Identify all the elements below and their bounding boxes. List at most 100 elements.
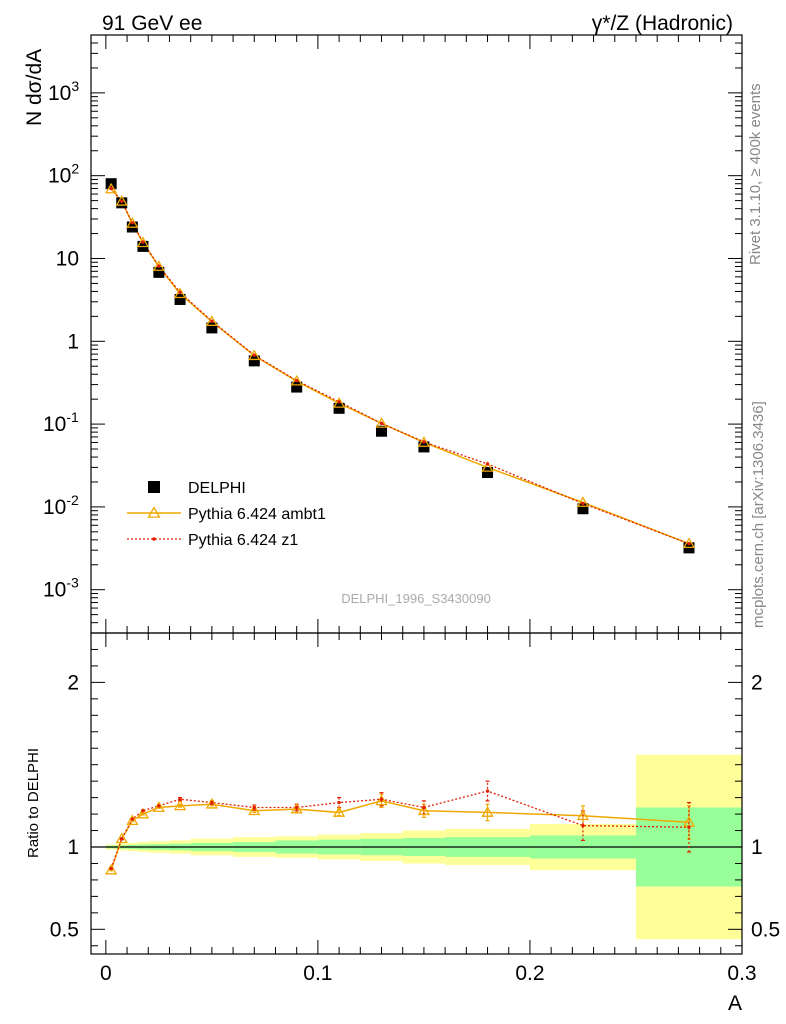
- ambt1-point: [417, 436, 431, 447]
- y-tick-label: 1: [67, 330, 79, 353]
- ratio-y-tick-label-right: 0.5: [751, 918, 780, 941]
- ratio-ambt1-point: [205, 797, 218, 809]
- ratio-z1-point: [581, 823, 585, 828]
- ratio-z1-point: [422, 805, 426, 810]
- ratio-ambt1-point: [136, 807, 150, 819]
- ratio-z1-point: [337, 800, 341, 805]
- ambt1-point: [205, 315, 218, 326]
- ratio-z1-point: [687, 825, 691, 829]
- x-tick-label: 0: [100, 962, 112, 985]
- top-right-title: γ*/Z (Hadronic): [592, 12, 733, 35]
- x-axis-label: A: [728, 992, 742, 1015]
- x-tick-label: 0.1: [303, 962, 332, 985]
- ambt1-point: [152, 260, 165, 271]
- ratio-ambt1-point: [576, 809, 590, 821]
- delphi-point: [333, 402, 345, 414]
- legend-marker-z1: [152, 537, 156, 541]
- ambt1-point: [332, 397, 346, 408]
- y-tick-label-exp: 2: [71, 161, 79, 177]
- legend: DELPHI Pythia 6.424 ambt1 Pythia 6.424 z1: [127, 480, 326, 549]
- z1-point: [485, 462, 490, 466]
- ambt1-point: [248, 349, 261, 361]
- ambt1-point: [105, 182, 118, 194]
- ratio-z1-point: [294, 805, 299, 810]
- delphi-point: [291, 381, 303, 393]
- ratio-ambt1-point: [375, 794, 388, 806]
- legend-label: Pythia 6.424 z1: [188, 532, 298, 549]
- y-tick-label: 10-1: [43, 409, 79, 436]
- delphi-point: [376, 425, 388, 437]
- rivet-label: Rivet 3.1.10, ≥ 400k events: [747, 83, 764, 265]
- z1-point: [178, 290, 182, 295]
- y-tick-label-base: 10: [43, 413, 66, 436]
- z1-point: [210, 319, 214, 323]
- legend-marker-delphi: [148, 481, 160, 493]
- z1-point: [109, 186, 113, 191]
- z1-point: [252, 353, 256, 357]
- ratio-ambt1-point: [152, 801, 165, 812]
- y-tick-label-exp: 3: [71, 78, 79, 94]
- top-left-title: 91 GeV ee: [102, 12, 202, 35]
- ratio-ambt1-point: [248, 804, 261, 816]
- y-tick-label-base: 10: [48, 82, 71, 105]
- ratio-ambt1-point: [173, 799, 187, 811]
- y-tick-label: 10-2: [43, 492, 79, 519]
- z1-point: [157, 264, 161, 268]
- ratio-panel: 0.5 0.5 1 1 2 2 0 0.1 0.2 0.3: [50, 632, 780, 985]
- ratio-z1-point: [485, 789, 490, 793]
- y-tick-label: 10: [56, 247, 79, 270]
- legend-marker-ambt1: [147, 506, 161, 518]
- y-tick-label-base: 10: [48, 165, 71, 188]
- z1-point: [687, 541, 691, 546]
- ratio-z1-point: [210, 800, 214, 805]
- ratio-ambt1-point: [481, 806, 494, 817]
- ratio-y-tick-label-left: 2: [67, 671, 79, 694]
- ratio-ambt1-point: [332, 806, 346, 817]
- z1-point: [141, 240, 145, 244]
- ambt1-point: [290, 374, 303, 386]
- ratio-z1-point: [178, 797, 182, 801]
- ambt1-point: [481, 461, 494, 472]
- z1-point: [130, 221, 135, 225]
- y-tick-label-exp: -2: [66, 492, 79, 508]
- z1-point: [581, 501, 585, 506]
- ratio-z1-point: [109, 866, 113, 871]
- y-tick-label-exp: -1: [66, 409, 79, 425]
- ambt1-point: [126, 217, 139, 228]
- ratio-ambt1-point: [417, 804, 431, 816]
- ratio-z1-point: [252, 805, 256, 810]
- legend-label: DELPHI: [188, 480, 246, 497]
- y-tick-label: 102: [48, 161, 79, 188]
- delphi-point: [248, 355, 260, 367]
- ratio-ambt1-point: [126, 814, 139, 826]
- x-tick-label: 0.3: [727, 962, 756, 985]
- ratio-ambt1-point: [105, 863, 118, 875]
- delphi-point: [206, 322, 218, 334]
- main-ylabel: N dσ/dA: [23, 49, 46, 126]
- ratio-y-tick-label-left: 1: [67, 836, 79, 859]
- z1-point: [379, 421, 384, 426]
- ratio-z1-point: [141, 809, 145, 813]
- ratio-y-tick-label-right: 1: [751, 836, 763, 859]
- ratio-ambt1-point: [115, 832, 128, 844]
- ambt1-point: [682, 537, 696, 549]
- y-tick-label-base: 10: [43, 579, 66, 602]
- y-tick-label: 103: [48, 78, 79, 105]
- z1-point: [294, 378, 299, 383]
- z1-point: [422, 440, 426, 444]
- ratio-z1-point: [379, 797, 384, 801]
- y-tick-label-exp: -3: [66, 575, 79, 591]
- delphi-point: [482, 467, 494, 479]
- mcplots-label: mcplots.cern.ch [arXiv:1306.3436]: [750, 401, 767, 628]
- y-tick-label-base: 10: [43, 496, 66, 519]
- delphi-point: [153, 266, 165, 278]
- ratio-z1-point: [120, 837, 124, 841]
- ambt1-point: [136, 236, 150, 248]
- ratio-frame: [90, 632, 743, 955]
- ambt1-point: [173, 287, 187, 299]
- ratio-ylabel: Ratio to DELPHI: [25, 748, 42, 858]
- ambt1-point: [115, 195, 128, 206]
- ambt1-point: [576, 496, 590, 507]
- ratio-ambt1-point: [290, 802, 303, 814]
